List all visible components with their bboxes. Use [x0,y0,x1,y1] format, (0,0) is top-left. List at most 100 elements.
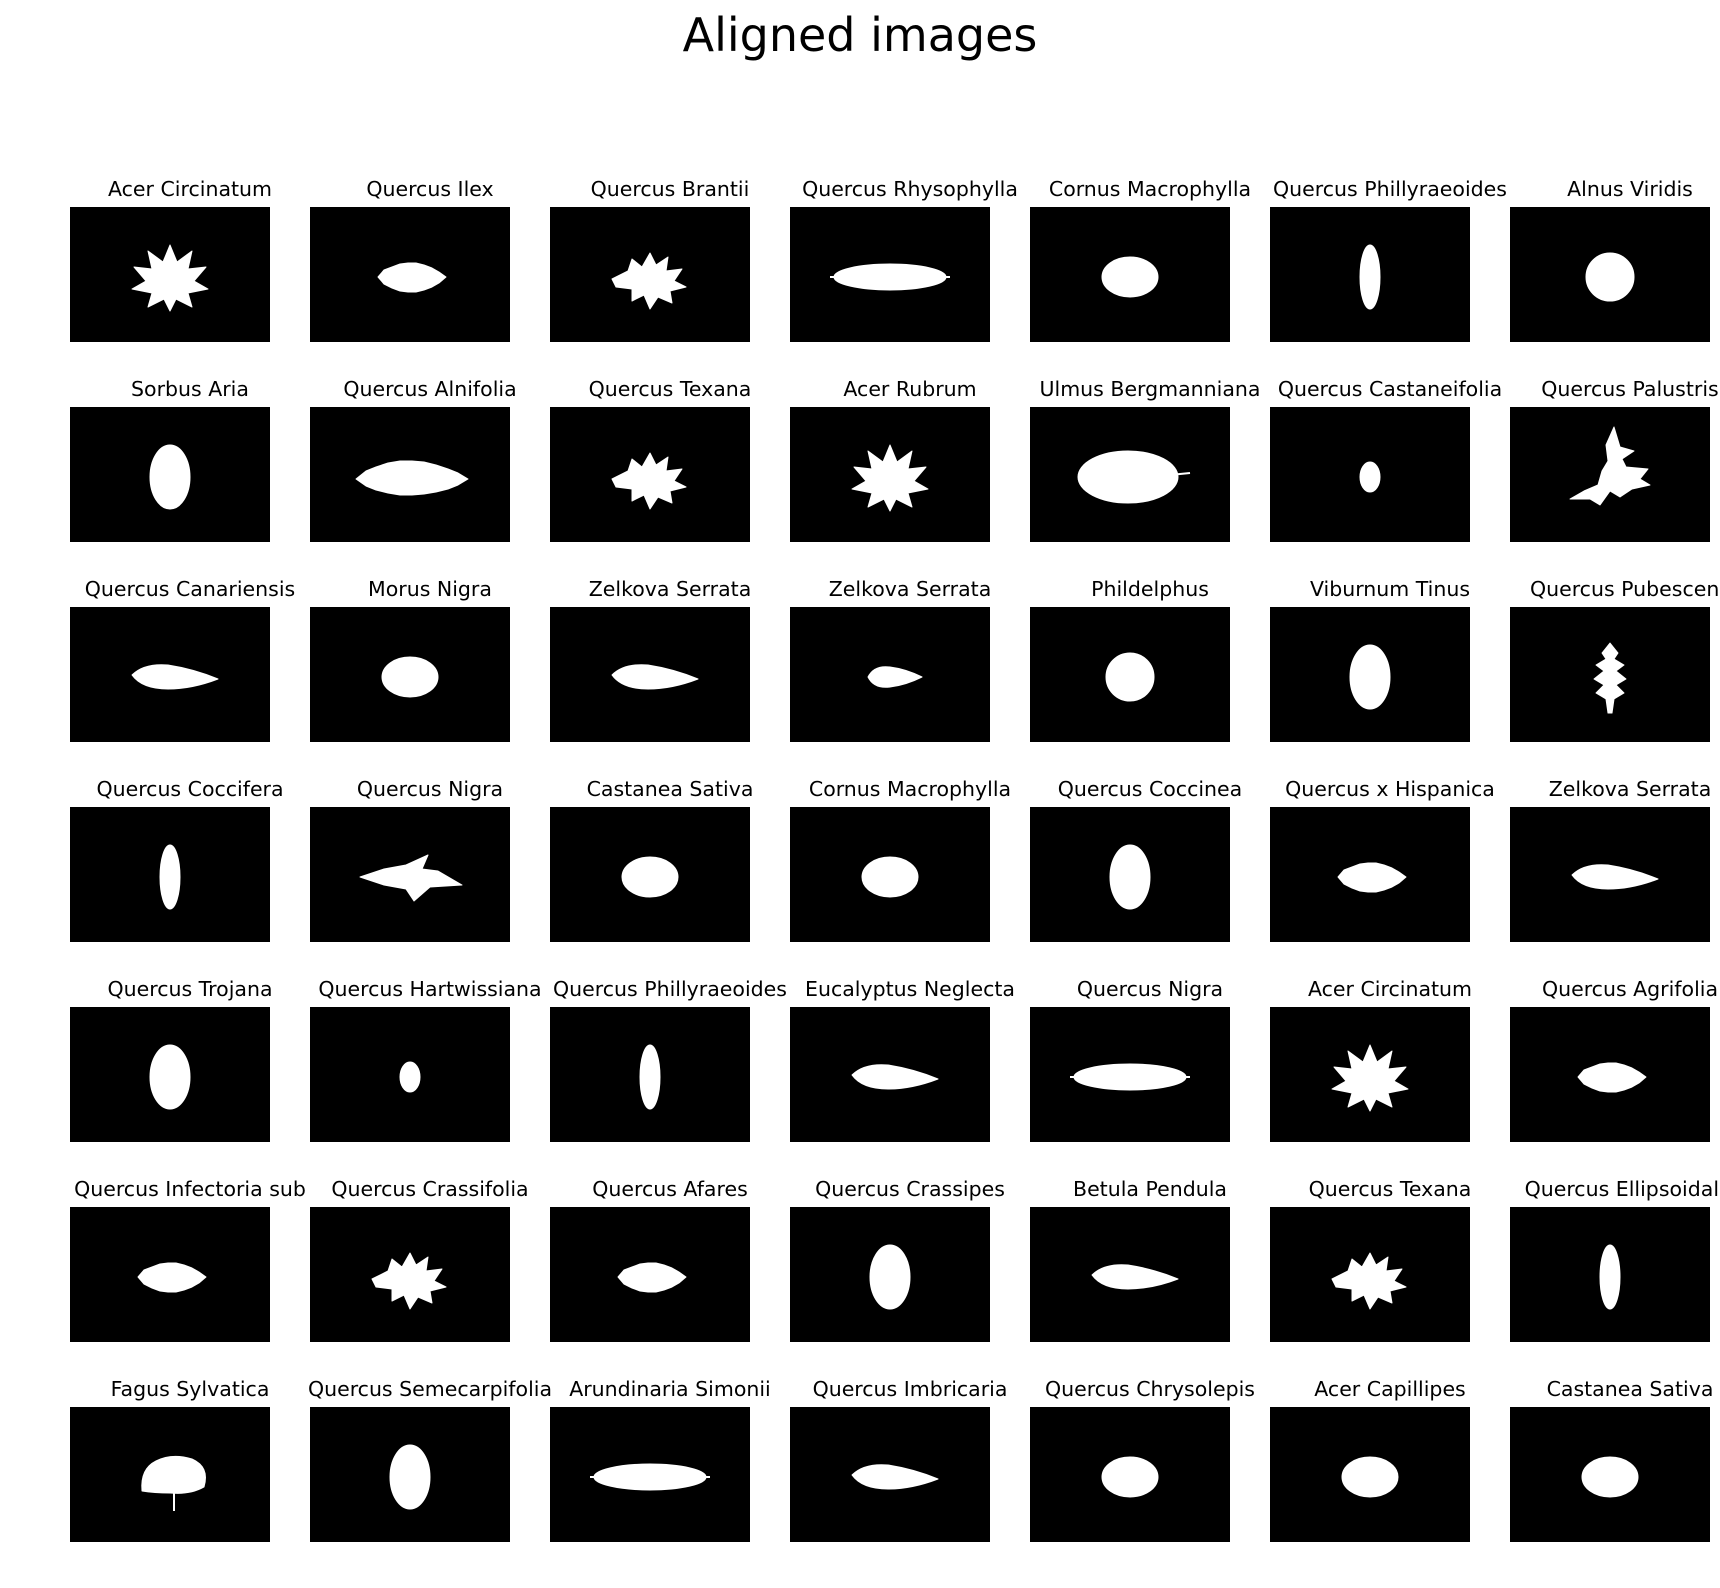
leaf-image [70,407,270,542]
grid-cell: Zelkova Serrata [550,576,790,748]
grid-cell: Viburnum Tinus [1270,576,1510,748]
leaf-image [550,807,750,942]
oak-lobed-leaf-icon [371,1252,447,1310]
oval-leaf-icon [381,656,439,698]
leaf-image [1030,1207,1230,1342]
cell-title: Quercus Hartwissiana [318,977,542,1001]
serrate-oval-leaf-icon [1577,1062,1647,1093]
cell-title: Phildelphus [1091,577,1209,601]
leaf-image [790,207,990,342]
grid-cell: Quercus Texana [1270,1176,1510,1348]
grid-cell: Ulmus Bergmanniana [1030,376,1270,548]
cell-title: Quercus Ellipsoidalis [1524,1177,1720,1201]
cell-title: Acer Circinatum [108,177,272,201]
grid-cell: Quercus Crassipes [790,1176,1030,1348]
serrate-oval-leaf-icon [137,1262,207,1293]
cell-title: Zelkova Serrata [828,577,992,601]
leaf-image [1030,807,1230,942]
leaf-image [1510,207,1710,342]
grid-cell: Castanea Sativa [550,776,790,948]
leaf-image [310,607,510,742]
cell-title: Quercus Crassipes [815,1177,1005,1201]
grid-cell: Alnus Viridis [1510,176,1720,348]
cell-title: Acer Circinatum [1308,977,1472,1001]
grid-cell: Quercus Nigra [1030,976,1270,1148]
leaf-image [1510,1207,1710,1342]
leaf-image [550,607,750,742]
long-narrow-leaf-icon [1070,1063,1190,1091]
cell-title: Castanea Sativa [586,777,754,801]
oval-leaf-icon [1101,256,1159,298]
cell-title: Quercus Trojana [107,977,273,1001]
cell-title: Ulmus Bergmanniana [1039,377,1261,401]
vertical-narrow-leaf-icon [159,844,181,910]
grid-cell: Morus Nigra [310,576,550,748]
vertical-oval-leaf-icon [149,1044,191,1110]
grid-cell: Cornus Macrophylla [790,776,1030,948]
maple-leaf-icon [1331,1044,1409,1112]
cell-title: Cornus Macrophylla [1048,177,1252,201]
pointed-oval-leaf-icon [1571,864,1659,890]
grid-cell: Quercus Imbricaria [790,1376,1030,1548]
grid-cell: Quercus Alnifolia [310,376,550,548]
oval-leaf-icon [621,856,679,898]
grid-cell: Quercus Phillyraeoides [550,976,790,1148]
cell-title: Quercus x Hispanica [1285,777,1495,801]
vertical-narrow-leaf-icon [639,1044,661,1110]
leaf-image [1030,1407,1230,1542]
leaf-image [1270,1407,1470,1542]
cell-title: Viburnum Tinus [1309,577,1471,601]
leaf-image [550,1007,750,1142]
vertical-lobed-leaf-icon [1593,642,1627,714]
oval-leaf-icon [1341,1456,1399,1498]
maple-leaf-icon [851,444,929,512]
cell-title: Eucalyptus Neglecta [805,977,1015,1001]
cell-title: Acer Capillipes [1314,1377,1466,1401]
cell-title: Quercus Pubescens [1529,577,1720,601]
oak-lobed-leaf-icon [1331,1252,1407,1310]
leaf-image [1510,607,1710,742]
leaf-image [310,407,510,542]
grid-cell: Quercus Ellipsoidalis [1510,1176,1720,1348]
vertical-oval-leaf-icon [389,1444,431,1510]
cell-title: Quercus Nigra [1076,977,1224,1001]
grid-cell: Quercus Phillyraeoides [1270,176,1510,348]
leaf-image [1030,1007,1230,1142]
leaf-image [1510,1407,1710,1542]
grid-cell: Cornus Macrophylla [1030,176,1270,348]
cell-title: Quercus Rhysophylla [802,177,1018,201]
cell-title: Zelkova Serrata [588,577,752,601]
cell-title: Morus Nigra [368,577,492,601]
leaf-image [310,807,510,942]
grid-cell: Quercus Texana [550,376,790,548]
grid-cell: Quercus Afares [550,1176,790,1348]
leaf-image [550,207,750,342]
cell-title: Quercus Coccinea [1057,777,1243,801]
cell-title: Alnus Viridis [1567,177,1693,201]
leaf-image [310,1207,510,1342]
serrate-oval-leaf-icon [617,1262,687,1293]
grid-cell: Acer Circinatum [1270,976,1510,1148]
cell-title: Quercus Ilex [366,177,494,201]
large-oval-leaf-icon [1077,450,1191,504]
cell-title: Quercus Brantii [590,177,750,201]
leaf-image [1030,407,1230,542]
leaf-image [1030,207,1230,342]
grid-cell: Zelkova Serrata [1510,776,1720,948]
cell-title: Quercus Palustris [1541,377,1719,401]
grid-cell: Sorbus Aria [70,376,310,548]
small-pointed-leaf-icon [867,666,923,688]
cell-title: Quercus Texana [588,377,752,401]
cell-title: Quercus Canariensis [84,577,296,601]
serrate-oval-leaf-icon [377,262,447,293]
leaf-image [550,1207,750,1342]
pointed-oval-leaf-icon [851,1464,939,1490]
deep-lobed-leaf-icon [1569,426,1651,506]
leaf-image [310,1007,510,1142]
vertical-narrow-leaf-icon [1359,244,1381,310]
leaf-image [1270,1207,1470,1342]
grid-cell: Quercus Infectoria sub [70,1176,310,1348]
leaf-image [70,1007,270,1142]
oak-lobed-leaf-icon [611,452,687,510]
grid-cell: Fagus Sylvatica [70,1376,310,1548]
